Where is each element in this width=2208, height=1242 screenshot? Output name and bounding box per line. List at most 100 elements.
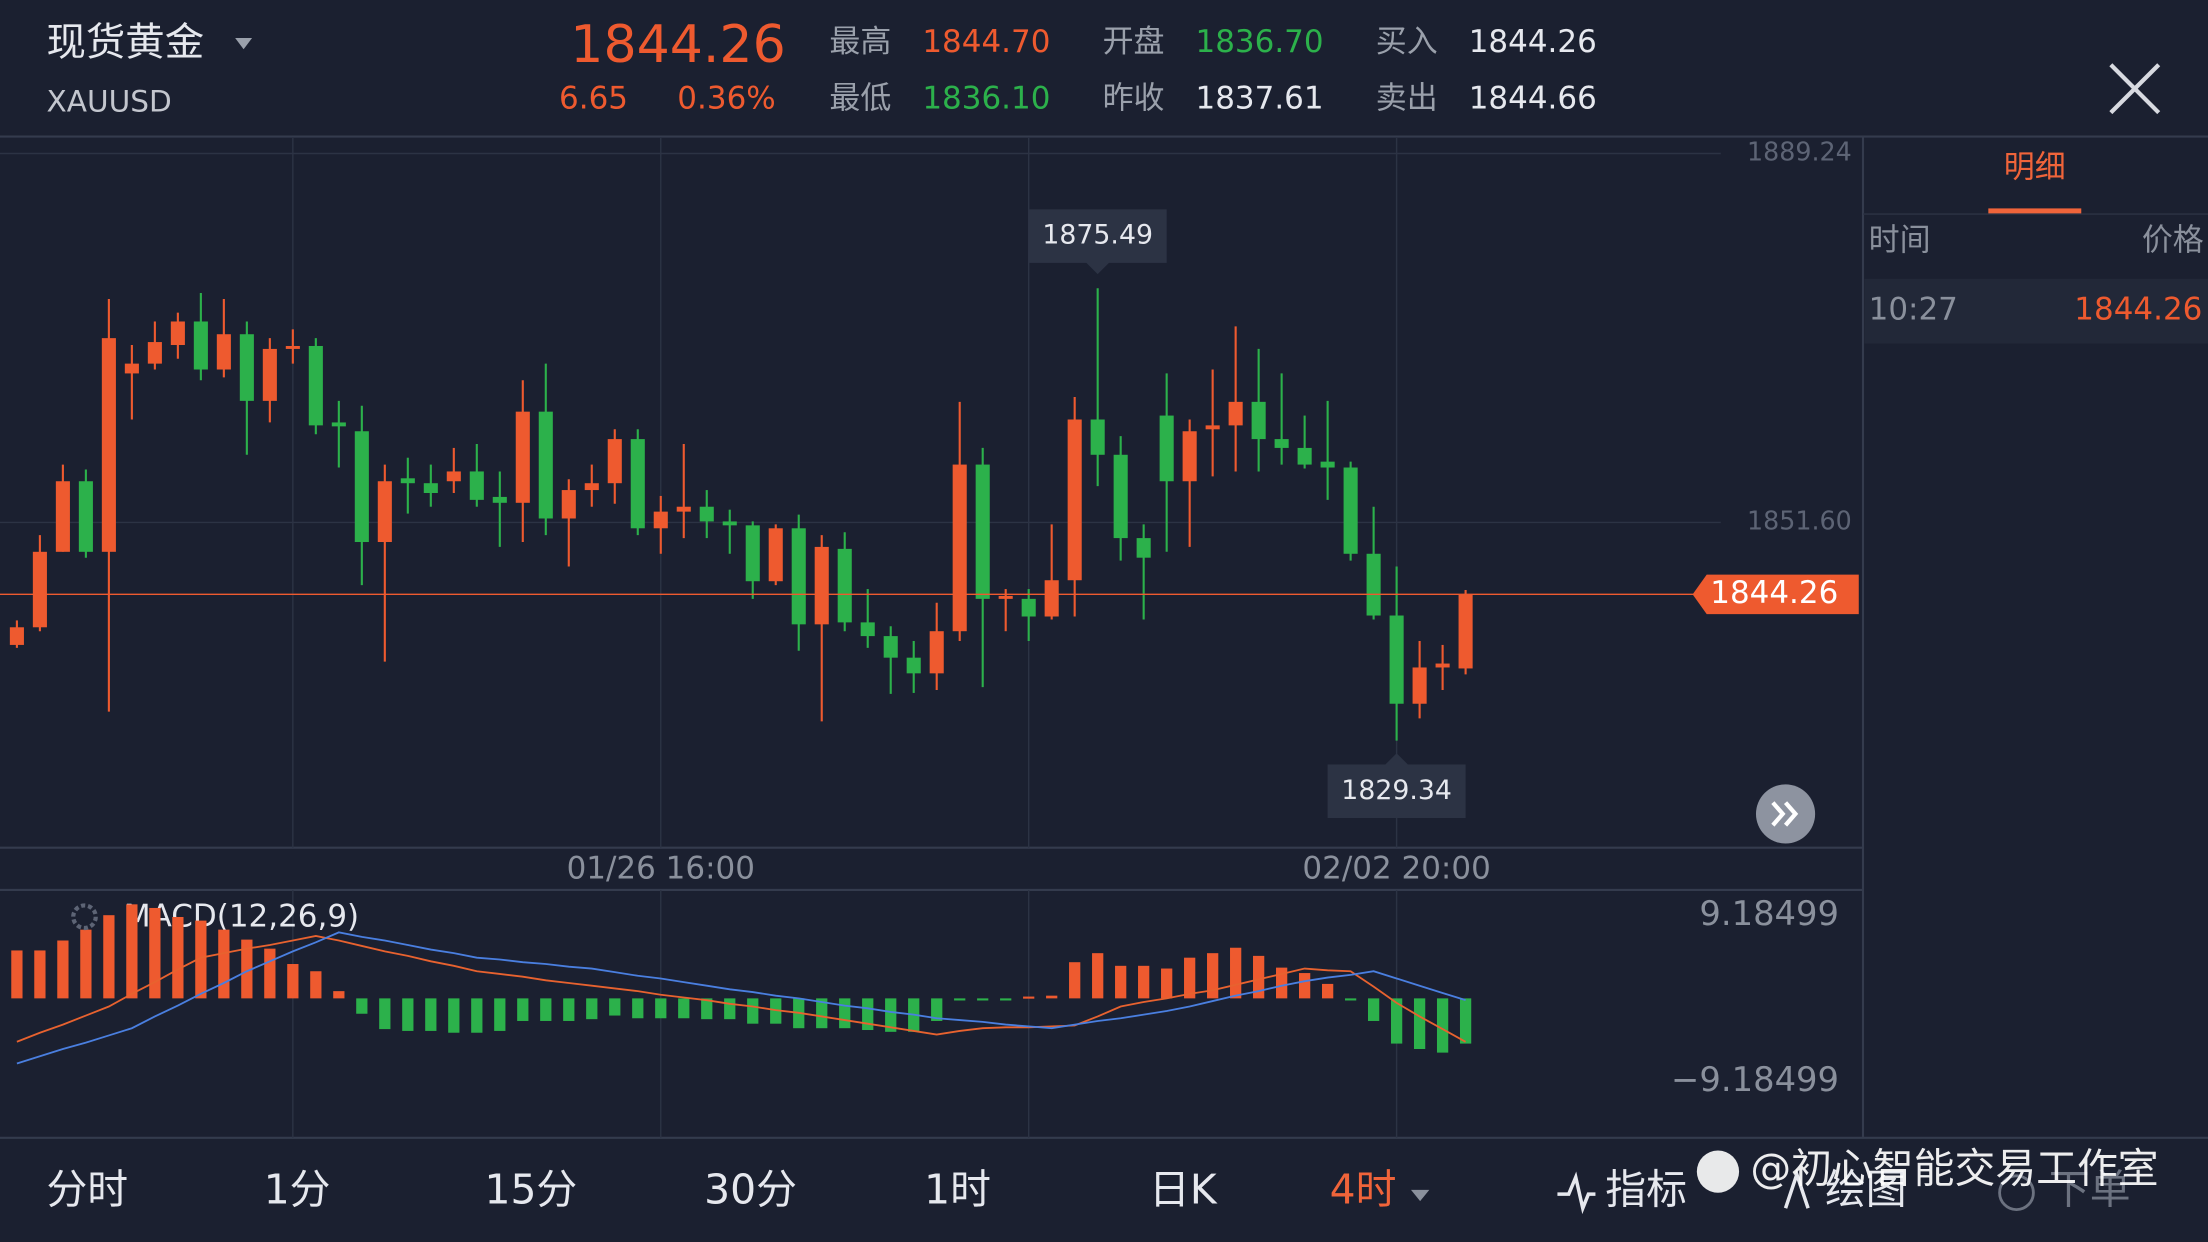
histogram-bar — [839, 998, 851, 1029]
histogram-bar — [862, 998, 874, 1031]
trade-price: 1844.26 — [2074, 292, 2202, 328]
candle-body — [791, 528, 806, 625]
watermark: @初心智能交易工作室 — [1696, 1145, 2159, 1193]
candle-body — [9, 627, 24, 645]
candle-body — [676, 506, 691, 512]
histogram-bar — [80, 929, 92, 999]
candle-body — [929, 631, 944, 674]
candle-body — [400, 478, 415, 484]
dropdown-arrow[interactable] — [1410, 1189, 1430, 1202]
column-header: 时间 — [1869, 223, 1931, 259]
histogram-bar — [1184, 957, 1196, 999]
candle-body — [55, 481, 70, 552]
histogram-bar — [1207, 953, 1219, 999]
button-icon — [1771, 801, 1799, 827]
y-tick-label: 1889.24 — [1747, 136, 1852, 166]
candle-body — [837, 548, 852, 623]
change-pct: 0.36% — [677, 80, 775, 116]
candle-body — [975, 464, 990, 599]
candle-body — [1090, 419, 1105, 455]
tab-active[interactable]: 4时 — [1330, 1166, 1397, 1214]
candle-body — [101, 338, 116, 552]
last-price: 1844.26 — [570, 15, 785, 75]
candle-body — [515, 411, 530, 503]
tab[interactable]: 下单 — [2049, 1166, 2131, 1214]
low-callout-label: 1829.34 — [1341, 775, 1452, 806]
histogram-bar — [425, 998, 437, 1031]
row-background — [1864, 278, 2208, 344]
candle-body — [1274, 439, 1289, 448]
tab[interactable]: 1时 — [924, 1166, 991, 1214]
candle-body — [1044, 580, 1059, 617]
stat-value: 1836.10 — [922, 80, 1050, 116]
dropdown-arrow[interactable] — [235, 38, 253, 50]
candle-body — [147, 342, 162, 364]
histogram-bar — [471, 998, 483, 1033]
settings-icon[interactable] — [71, 903, 98, 931]
tab[interactable]: 绘图 — [1825, 1166, 1907, 1214]
low-callout — [1327, 753, 1466, 819]
stat-label: 最低 — [829, 80, 891, 116]
candle-body — [699, 506, 714, 522]
histogram-bar — [1000, 998, 1012, 1001]
tab[interactable]: 分时 — [46, 1166, 128, 1214]
histogram-bar — [609, 998, 621, 1016]
candle-body — [1159, 415, 1174, 482]
trade-time: 10:27 — [1869, 292, 1958, 328]
histogram-bar — [1413, 998, 1426, 1050]
stat-value: 1844.66 — [1469, 80, 1597, 116]
last-price-tag — [1692, 574, 1859, 615]
candle-body — [584, 483, 599, 491]
tab[interactable]: 指标 — [1605, 1166, 1687, 1214]
y-tick-label: −9.18499 — [1671, 1060, 1839, 1099]
button-circle[interactable] — [1755, 784, 1816, 844]
candle-body — [653, 511, 668, 529]
frame — [0, 135, 2208, 1139]
column-header: 价格 — [2142, 223, 2204, 259]
candle-body — [607, 439, 622, 484]
stat-label: 买入 — [1376, 24, 1438, 60]
histogram-bar — [724, 998, 736, 1020]
tab[interactable]: 30分 — [704, 1166, 797, 1214]
candle-body — [262, 348, 277, 401]
candle-body — [1458, 594, 1473, 669]
scroll-latest-button[interactable] — [1755, 784, 1816, 844]
tab[interactable]: 1分 — [264, 1166, 331, 1214]
histogram-bar — [1367, 998, 1380, 1021]
histogram-bar — [586, 998, 598, 1020]
histogram-bar — [11, 950, 23, 999]
tab-bar: 分时 1分 15分 30分 1时 日K 4时 指标 绘图 下单 — [46, 1166, 2131, 1215]
change: 6.65 — [559, 80, 628, 116]
side-tab[interactable]: 明细 — [2004, 149, 2066, 185]
histogram-bar — [1390, 998, 1403, 1044]
close-button[interactable] — [2109, 63, 2161, 115]
candle-body — [561, 490, 576, 519]
candle-body — [1435, 663, 1450, 668]
order-icon — [1998, 1174, 2035, 1212]
histogram-bar — [287, 964, 299, 999]
histogram-bar — [333, 991, 345, 999]
instrument-name[interactable]: 现货黄金 — [46, 20, 204, 66]
histogram-bar — [218, 929, 230, 999]
tab[interactable]: 日K — [1149, 1166, 1218, 1214]
watermark-logo — [1696, 1150, 1740, 1193]
candle-body — [216, 334, 231, 370]
candle-body — [1067, 419, 1082, 581]
stat-value: 1844.26 — [1469, 24, 1597, 60]
histogram-bar — [1459, 998, 1472, 1044]
plot-area: 1889.24 1851.60 01/26 16:00 02/02 20:00 1844… — [0, 136, 1859, 1138]
indicator-icon — [1557, 1171, 1596, 1215]
side-panel: 明细 时间 价格 10:27 1844.26 — [1863, 149, 2208, 344]
stat-label: 最高 — [829, 24, 891, 60]
draw-icon — [1783, 1168, 1810, 1209]
histogram-bar — [1230, 947, 1242, 999]
tab[interactable]: 15分 — [484, 1166, 577, 1214]
candle-body — [1297, 447, 1312, 465]
histogram-bar — [540, 998, 552, 1021]
candle-body — [469, 471, 484, 500]
candle-body — [1343, 467, 1358, 554]
histogram-bar — [1436, 998, 1449, 1053]
candle-body — [883, 636, 898, 658]
